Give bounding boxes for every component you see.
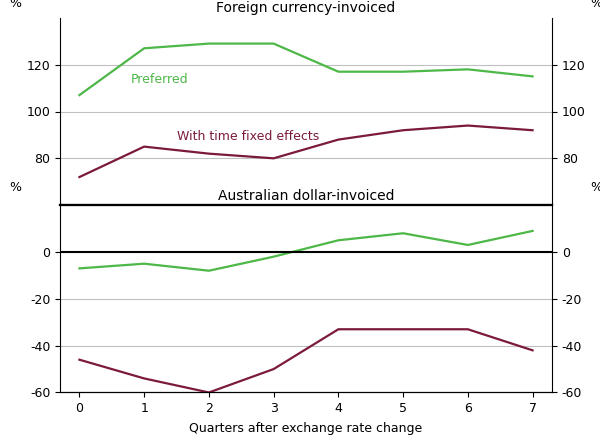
Text: %: % xyxy=(10,0,22,10)
Text: %: % xyxy=(590,0,600,10)
Text: With time fixed effects: With time fixed effects xyxy=(176,130,319,143)
Text: %: % xyxy=(590,181,600,194)
X-axis label: Quarters after exchange rate change: Quarters after exchange rate change xyxy=(190,422,422,435)
Title: Australian dollar-invoiced: Australian dollar-invoiced xyxy=(218,189,394,202)
Title: Foreign currency-invoiced: Foreign currency-invoiced xyxy=(217,1,395,15)
Text: %: % xyxy=(10,181,22,194)
Text: Preferred: Preferred xyxy=(131,74,189,87)
